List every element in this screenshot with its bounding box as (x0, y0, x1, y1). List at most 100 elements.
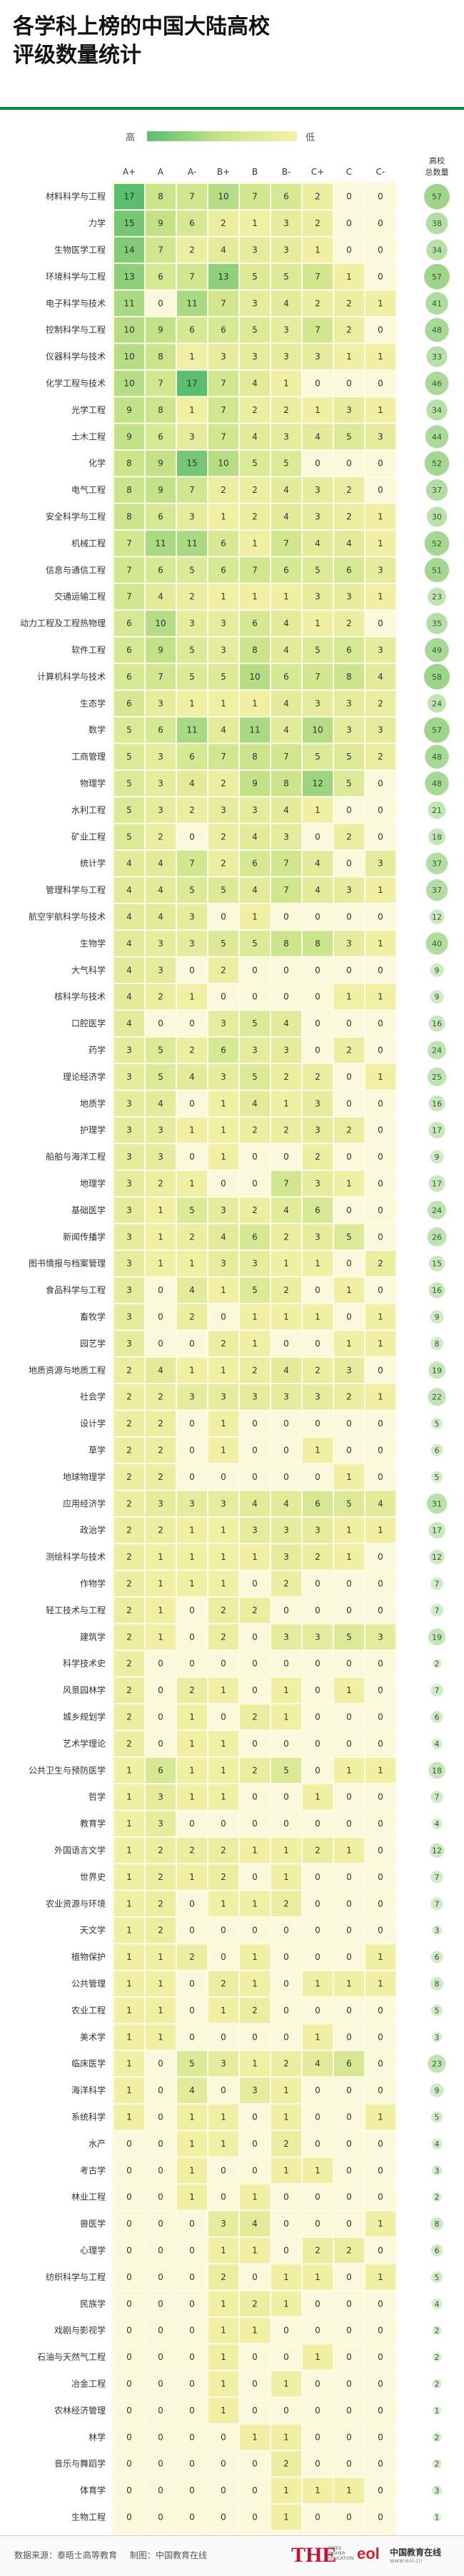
cell-value: 0 (283, 1419, 289, 1428)
cell-value: 1 (189, 405, 195, 415)
heatmap-cell (240, 504, 270, 530)
cell-value: 3 (252, 245, 258, 255)
heatmap-cell (177, 824, 207, 849)
heatmap-cell (271, 1624, 301, 1650)
cell-value: 0 (346, 1952, 352, 1962)
cell-value: 0 (221, 1312, 226, 1322)
heatmap-cell (365, 184, 395, 210)
total-circle (430, 2271, 443, 2284)
total-circle (427, 1067, 447, 1087)
total-circle (425, 745, 449, 769)
heatmap-cell (303, 1224, 333, 1249)
heatmap-cell (334, 2478, 364, 2503)
total-value: 34 (432, 246, 442, 255)
cell-value: 2 (346, 832, 352, 842)
cell-value: 1 (378, 1952, 383, 1962)
cell-value: 0 (315, 2459, 321, 2469)
heatmap-cell (114, 1118, 144, 1143)
heatmap-cell (334, 584, 364, 610)
heatmap-cell (334, 2264, 364, 2290)
heatmap-cell (334, 1037, 364, 1063)
heatmap-cell (208, 1170, 238, 1197)
cell-value: 0 (283, 2352, 289, 2362)
cell-value: 0 (189, 832, 195, 842)
heatmap-cell (271, 1944, 301, 1970)
heatmap-cell (208, 317, 238, 343)
heatmap-cell (365, 477, 395, 503)
heatmap-cell (208, 2344, 238, 2370)
cell-value: 0 (126, 2459, 132, 2469)
cell-value: 0 (158, 2272, 163, 2282)
heatmap-cell (177, 184, 207, 210)
cell-value: 0 (283, 912, 289, 922)
heatmap-cell (365, 1651, 395, 1677)
cell-value: 1 (252, 218, 258, 228)
total-circle (430, 1336, 444, 1351)
cell-value: 0 (221, 2085, 226, 2095)
cell-value: 1 (221, 1285, 226, 1295)
heatmap-cell (303, 1731, 333, 1757)
cell-value: 0 (283, 992, 289, 1002)
total-value: 17 (432, 1526, 442, 1535)
heatmap-cell (146, 451, 176, 476)
cell-value: 0 (221, 992, 226, 1002)
heatmap-cell (365, 584, 395, 610)
heatmap-cell (146, 1544, 176, 1570)
cell-value: 0 (346, 1605, 352, 1615)
heatmap-cell (365, 1570, 395, 1597)
total-circle (431, 2138, 443, 2150)
cell-value: 0 (315, 2513, 321, 2523)
heatmap-cell (334, 344, 364, 369)
cell-value: 7 (221, 405, 226, 415)
cell-value: 0 (221, 2459, 226, 2469)
cell-value: 1 (221, 1765, 226, 1775)
heatmap-cell (365, 2051, 395, 2077)
cell-value: 0 (126, 2379, 132, 2389)
heatmap-cell (146, 1224, 176, 1249)
heatmap-cell (271, 1998, 301, 2023)
cell-value: 1 (315, 2485, 321, 2495)
heatmap-cell (114, 2478, 144, 2503)
heatmap-cell (365, 2131, 395, 2157)
row-label: 安全科学与工程 (46, 511, 106, 522)
heatmap-cell (365, 904, 395, 930)
cell-value: 0 (346, 2432, 352, 2442)
cell-value: 0 (283, 965, 289, 975)
heatmap-cell (208, 1331, 238, 1356)
cell-value: 0 (315, 1472, 321, 1482)
heatmap-cell (303, 1277, 333, 1303)
cell-value: 2 (346, 1392, 352, 1402)
heatmap-cell (365, 237, 395, 263)
heatmap-cell (177, 717, 207, 743)
row-label: 药学 (89, 1045, 106, 1056)
cell-value: 1 (346, 1765, 352, 1775)
cell-value: 0 (378, 1659, 383, 1669)
heatmap-cell (208, 851, 238, 876)
heatmap-cell (240, 1624, 270, 1650)
heatmap-cell (114, 1811, 144, 1836)
cell-value: 0 (126, 2192, 132, 2202)
cell-value: 3 (283, 245, 289, 255)
row-label: 心理学 (80, 2245, 106, 2256)
cell-value: 1 (221, 1365, 226, 1375)
heatmap-cell (177, 851, 207, 876)
cell-value: 7 (189, 859, 195, 869)
cell-value: 5 (158, 1072, 163, 1082)
heatmap-cell (365, 1544, 395, 1570)
heatmap-cell (334, 1677, 364, 1703)
cell-value: 2 (315, 2246, 321, 2256)
row-label: 建筑学 (80, 1631, 106, 1642)
total-value: 19 (432, 1366, 442, 1375)
heatmap-cell (177, 1357, 207, 1383)
heatmap-cell (114, 2531, 144, 2535)
cell-value: 1 (221, 2005, 226, 2015)
heatmap-cell (303, 904, 333, 930)
heatmap-cell (146, 770, 176, 797)
cell-value: 3 (283, 1392, 289, 1402)
cell-value: 0 (126, 2139, 132, 2149)
total-value: 9 (435, 993, 440, 1002)
heatmap-cell (334, 1090, 364, 1116)
total-circle (432, 2352, 442, 2362)
heatmap-cell (334, 2371, 364, 2397)
cell-value: 0 (189, 2005, 195, 2015)
